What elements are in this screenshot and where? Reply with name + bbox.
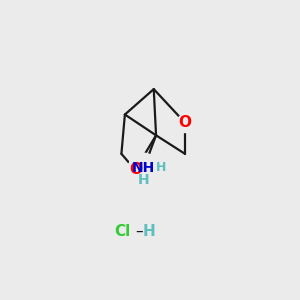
Text: H: H bbox=[143, 224, 155, 239]
Text: O: O bbox=[178, 115, 191, 130]
Text: NH: NH bbox=[132, 161, 155, 175]
Text: –: – bbox=[135, 224, 142, 239]
Text: H: H bbox=[155, 161, 166, 174]
Text: H: H bbox=[137, 173, 149, 187]
Text: Cl: Cl bbox=[114, 224, 131, 239]
Text: O: O bbox=[129, 163, 142, 178]
